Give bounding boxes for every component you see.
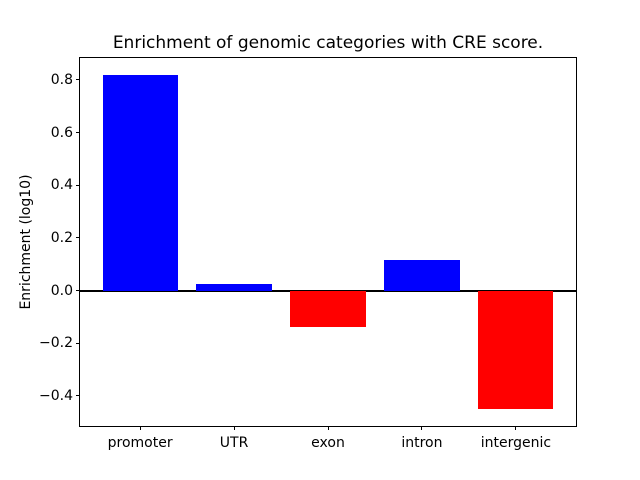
bar-intron [384, 260, 460, 291]
x-tick-exon [327, 426, 329, 430]
y-tick-label-0.6: 0.6 [50, 124, 73, 141]
x-tick-label-promoter: promoter [107, 435, 173, 451]
y-tick-0.6 [76, 132, 80, 134]
x-tick-label-intergenic: intergenic [480, 435, 552, 451]
y-tick-label-−0.4: −0.4 [39, 387, 73, 404]
x-tick-intron [421, 426, 423, 430]
chart-title: Enrichment of genomic categories with CR… [112, 33, 544, 53]
y-tick-label-−0.2: −0.2 [39, 335, 73, 352]
y-tick-label-0.4: 0.4 [50, 177, 73, 194]
y-tick-−0.4 [76, 395, 80, 397]
plot-area [79, 57, 577, 427]
y-tick-−0.2 [76, 342, 80, 344]
bar-UTR [196, 284, 272, 291]
y-tick-label-0.8: 0.8 [50, 71, 73, 88]
x-tick-promoter [139, 426, 141, 430]
bar-exon [290, 290, 366, 328]
y-tick-0.2 [76, 237, 80, 239]
bar-intergenic [478, 290, 554, 410]
x-tick-label-exon: exon [311, 435, 345, 451]
x-tick-label-UTR: UTR [219, 435, 249, 451]
y-tick-0.0 [76, 290, 80, 292]
x-tick-label-intron: intron [401, 435, 443, 451]
x-tick-intergenic [515, 426, 517, 430]
y-tick-0.4 [76, 184, 80, 186]
y-tick-label-0.2: 0.2 [50, 229, 73, 246]
y-tick-label-0.0: 0.0 [50, 282, 73, 299]
bar-promoter [102, 74, 178, 291]
y-tick-0.8 [76, 79, 80, 81]
x-tick-UTR [233, 426, 235, 430]
